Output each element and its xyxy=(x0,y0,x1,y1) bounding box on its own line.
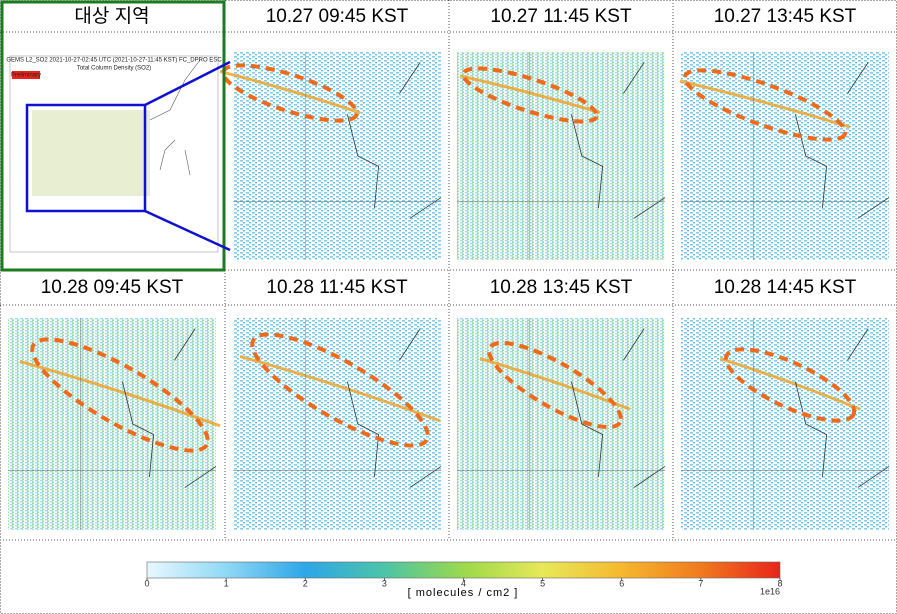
inset-title: GEMS L2_SO2 2021-10-27-02:45 UTC (2021-1… xyxy=(6,58,222,64)
panel-title: 대상 지역 xyxy=(74,5,149,27)
panel-title: 10.28 09:45 KST xyxy=(41,277,184,298)
map-panel xyxy=(219,52,442,260)
coastline xyxy=(122,328,217,488)
panel-title: 10.27 11:45 KST xyxy=(490,6,632,27)
coastline xyxy=(149,59,201,176)
highlight-ellipse xyxy=(30,337,210,453)
colorbar-tick-label: 7 xyxy=(698,578,703,588)
colorbar-tick-label: 1 xyxy=(224,578,229,588)
highlight-ellipse xyxy=(723,347,857,423)
map-panel xyxy=(681,318,890,530)
map-image xyxy=(681,318,889,530)
map-panel xyxy=(679,52,890,260)
colorbar-tick-label: 5 xyxy=(540,578,545,588)
highlight-ellipse xyxy=(487,340,623,430)
inset-subtitle: Total Column Density (SO2) xyxy=(77,66,151,72)
inset-frame xyxy=(0,0,226,272)
inset: GEMS L2_SO2 2021-10-27-02:45 UTC (2021-1… xyxy=(0,0,231,272)
map-image xyxy=(233,52,441,260)
coastline xyxy=(571,328,666,488)
coastline xyxy=(347,328,442,488)
panel-title: 10.27 09:45 KST xyxy=(266,6,409,27)
panel-titles: 대상 지역 10.27 09:45 KST 10.27 11:45 KST 10.27… xyxy=(41,5,857,298)
map-image xyxy=(233,318,441,530)
colorbar-tick-label: 0 xyxy=(144,578,149,588)
map-image xyxy=(8,318,216,530)
badge-bg xyxy=(12,71,40,79)
map-panel xyxy=(457,318,666,530)
plume xyxy=(19,359,221,428)
inset-swath xyxy=(32,110,150,196)
colorbar-label: [ molecules / cm2 ] xyxy=(408,587,519,599)
map-image xyxy=(457,318,665,530)
plume xyxy=(679,79,851,129)
map-image xyxy=(681,52,889,260)
colorbar-ramp xyxy=(146,561,781,579)
map-panel xyxy=(8,318,221,530)
coastline xyxy=(347,62,442,219)
plume xyxy=(219,69,361,115)
panel-title: 10.27 13:45 KST xyxy=(714,6,857,27)
highlight-ellipse xyxy=(250,332,430,448)
coastline xyxy=(571,62,666,219)
panel-title: 10.28 13:45 KST xyxy=(490,277,633,298)
plume xyxy=(239,354,441,423)
colorbar-tick-label: 3 xyxy=(382,578,387,588)
panel-title: 10.28 14:45 KST xyxy=(714,277,857,298)
target-box xyxy=(25,103,147,213)
colorbar-tick-label: 8 xyxy=(777,578,782,588)
colorbar-tick-label: 2 xyxy=(303,578,308,588)
zoom-line xyxy=(144,60,231,107)
highlight-ellipse xyxy=(682,68,848,142)
colorbar-tick-label: 4 xyxy=(461,578,466,588)
map-panel xyxy=(233,318,442,530)
coastline xyxy=(795,328,890,488)
zoom-line xyxy=(144,209,231,252)
inset-badge: Preliminary xyxy=(11,73,41,79)
colorbar-exponent: 1e16 xyxy=(760,586,780,596)
map-image xyxy=(457,52,665,260)
colorbar-tick-label: 6 xyxy=(619,578,624,588)
plume xyxy=(719,357,861,411)
map-panel xyxy=(457,52,666,260)
maps xyxy=(8,52,890,530)
colorbar: [ molecules / cm2 ] 1e16 0 1 2 3 4 5 6 7 8 xyxy=(144,561,783,599)
panel-title: 10.28 11:45 KST xyxy=(266,277,408,298)
